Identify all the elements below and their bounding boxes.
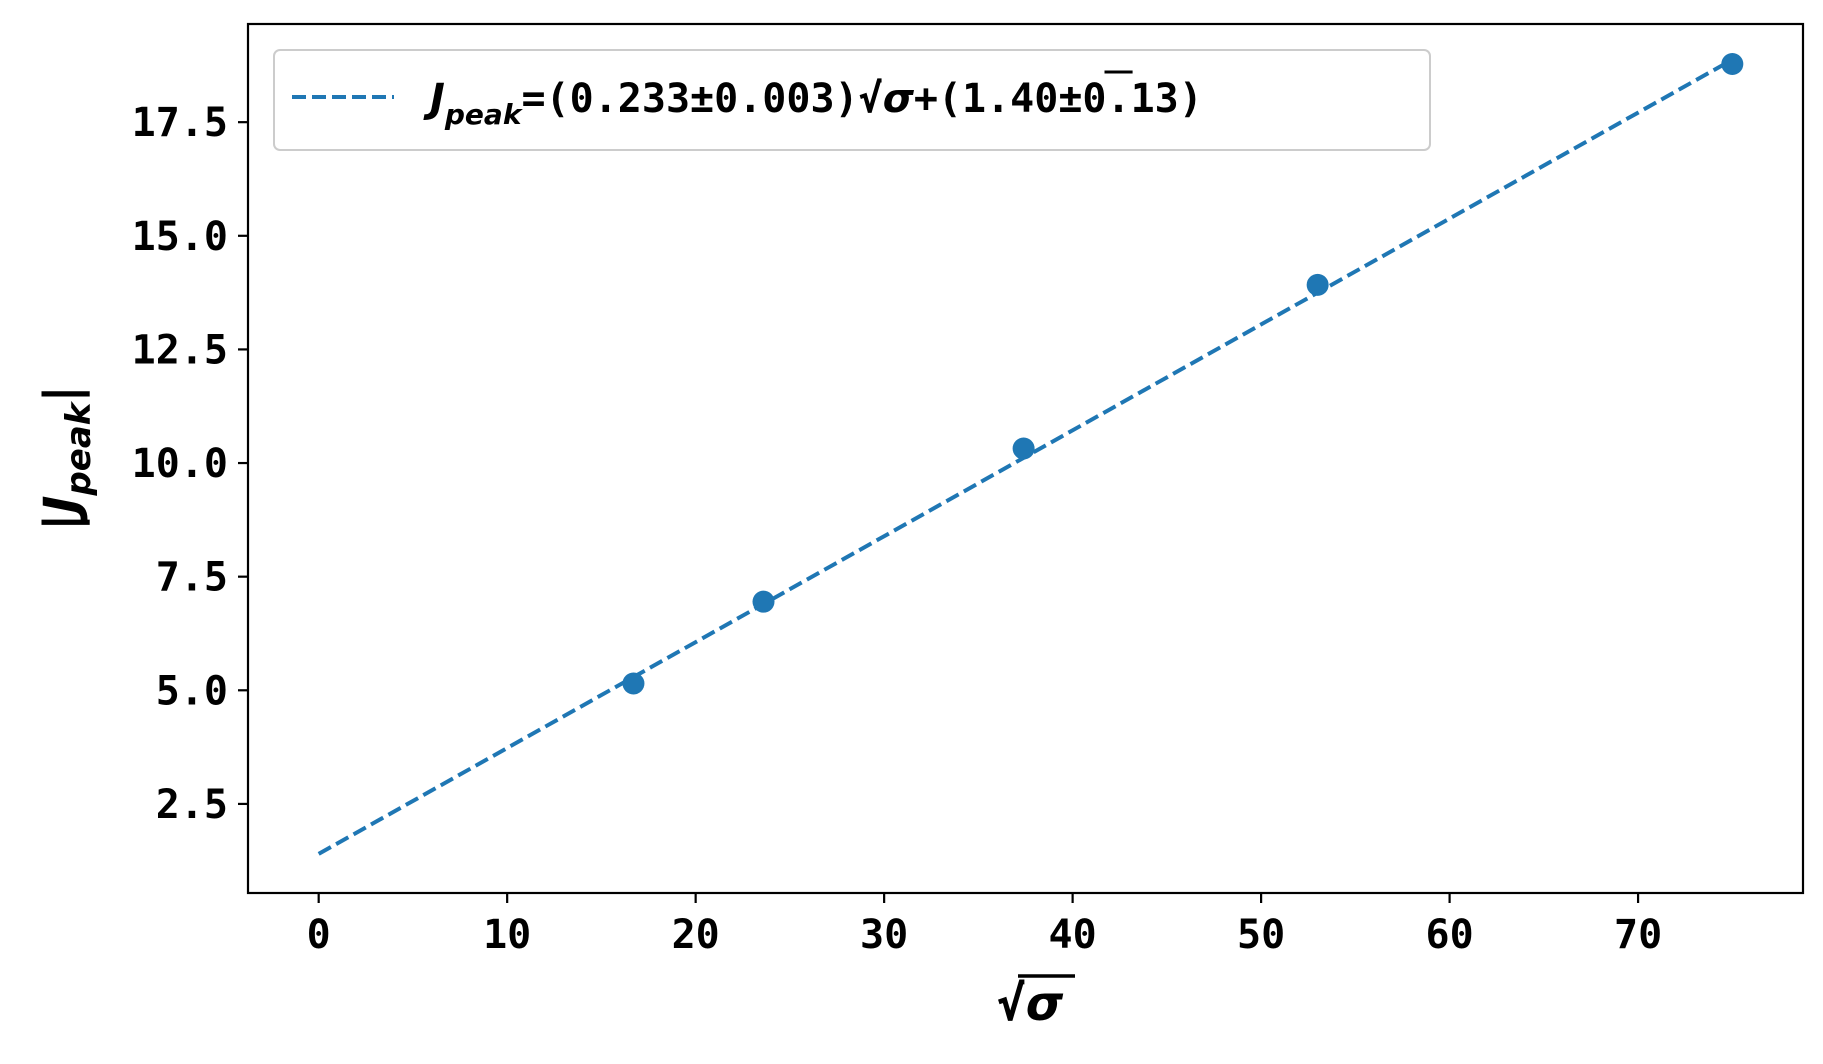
data-point [1721, 52, 1744, 75]
y-axis-title-bar-left: | [34, 513, 90, 531]
legend: Jpeak=(0.233±0.003)√σ+(1.40±0.13) [273, 49, 1431, 151]
y-tick-label: 15.0 [132, 214, 228, 260]
x-axis-title: √σ [997, 974, 1075, 1032]
x-axis-ticks: 0 10 20 30 40 50 60 70 [307, 893, 1662, 958]
x-tick-label: 60 [1426, 912, 1474, 958]
legend-label-sub: peak [444, 98, 524, 131]
y-tick-label: 7.5 [156, 555, 228, 601]
legend-label-rest-2: +(1.40±0.13) [914, 76, 1203, 122]
plot-area-frame [246, 22, 1805, 895]
x-tick-label: 20 [672, 912, 720, 958]
scatter-points-layer [622, 52, 1744, 695]
data-point [622, 672, 645, 695]
data-point [1306, 273, 1329, 296]
y-tick-label: 12.5 [132, 327, 228, 373]
y-axis-title-text: |Jpeak| [34, 385, 99, 531]
data-point [1012, 437, 1035, 460]
x-tick-label: 10 [483, 912, 531, 958]
x-tick-label: 50 [1237, 912, 1285, 958]
y-tick-label: 2.5 [156, 782, 228, 828]
y-axis-ticks: 2.5 5.0 7.5 10.0 12.5 15.0 17.5 [132, 100, 248, 828]
x-tick-label: 0 [307, 912, 331, 958]
y-axis-title-bar-right: | [34, 385, 90, 403]
legend-label-sigma: σ [883, 76, 915, 122]
x-tick-label: 40 [1049, 912, 1097, 958]
x-axis-title-sigma: σ [1026, 976, 1064, 1032]
x-axis-title-sqrt: √ [997, 976, 1026, 1032]
x-axis-title-text: √σ [997, 976, 1064, 1032]
x-tick-label: 70 [1614, 912, 1662, 958]
y-tick-label: 5.0 [156, 668, 228, 714]
legend-box [273, 49, 1431, 151]
data-point [752, 590, 775, 613]
y-axis-title-sub: peak [59, 400, 99, 496]
y-tick-label: 10.0 [132, 441, 228, 487]
y-axis-title: |Jpeak| [34, 385, 99, 531]
x-tick-label: 30 [860, 912, 908, 958]
legend-label-rest-1: =(0.233±0.003)√ [521, 76, 882, 122]
y-tick-label: 17.5 [132, 100, 228, 146]
